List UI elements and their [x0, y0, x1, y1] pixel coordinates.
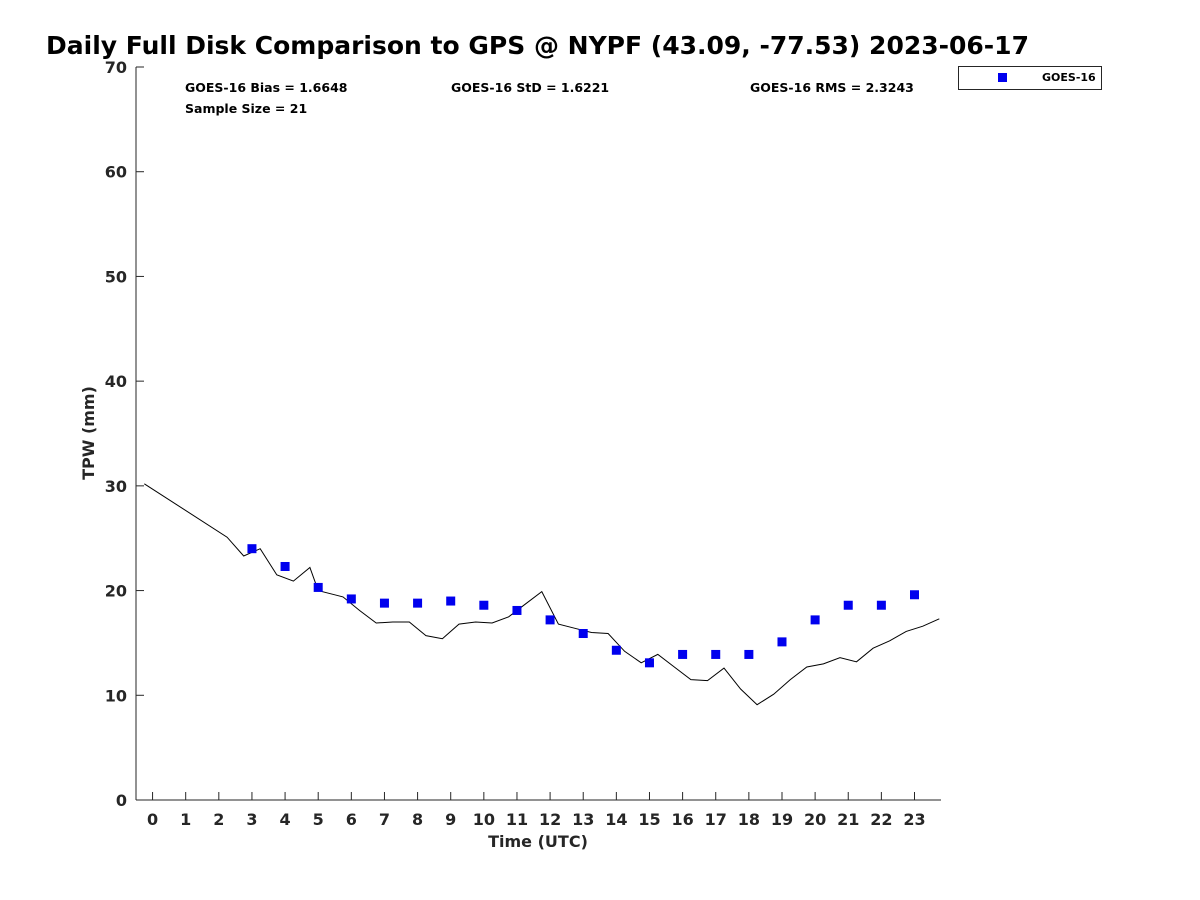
x-tick-label: 19 — [771, 810, 793, 829]
goes16-point — [777, 637, 787, 647]
x-tick-label: 12 — [539, 810, 561, 829]
bias-stat: GOES-16 Bias = 1.6648 — [185, 80, 347, 95]
goes16-point — [379, 598, 389, 608]
y-axis-label: TPW (mm) — [79, 386, 98, 480]
y-tick-label: 10 — [105, 686, 127, 705]
y-tick-label: 30 — [105, 477, 127, 496]
x-tick-label: 8 — [412, 810, 423, 829]
x-tick-label: 20 — [804, 810, 826, 829]
goes16-point — [744, 649, 754, 659]
x-tick-label: 18 — [738, 810, 760, 829]
rms-stat: GOES-16 RMS = 2.3243 — [750, 80, 914, 95]
legend-box — [958, 66, 1102, 90]
y-tick-label: 40 — [105, 372, 127, 391]
x-axis-label: Time (UTC) — [488, 832, 588, 851]
goes16-point — [346, 594, 356, 604]
legend-marker — [998, 73, 1007, 82]
goes16-point — [843, 600, 853, 610]
x-tick-label: 10 — [473, 810, 495, 829]
goes16-point — [711, 649, 721, 659]
y-tick-label: 50 — [105, 267, 127, 286]
goes16-point — [909, 590, 919, 600]
x-tick-label: 5 — [313, 810, 324, 829]
x-tick-label: 22 — [870, 810, 892, 829]
x-tick-label: 0 — [147, 810, 158, 829]
goes16-point — [876, 600, 886, 610]
y-tick-label: 20 — [105, 582, 127, 601]
x-tick-label: 13 — [572, 810, 594, 829]
goes16-point — [578, 629, 588, 639]
goes16-point — [545, 615, 555, 625]
x-tick-label: 4 — [280, 810, 291, 829]
goes16-point — [512, 605, 522, 615]
x-tick-label: 9 — [445, 810, 456, 829]
goes16-point — [810, 615, 820, 625]
goes16-point — [413, 598, 423, 608]
y-tick-label: 60 — [105, 163, 127, 182]
goes16-point — [247, 544, 257, 554]
chart-title: Daily Full Disk Comparison to GPS @ NYPF… — [46, 31, 1029, 60]
y-ticks: 0 10 20 30 40 50 60 70 — [105, 58, 144, 810]
x-tick-label: 7 — [379, 810, 390, 829]
x-tick-label: 1 — [180, 810, 191, 829]
series-points — [247, 544, 919, 668]
goes16-point — [280, 561, 290, 571]
std-stat: GOES-16 StD = 1.6221 — [451, 80, 609, 95]
plot-axes — [135, 67, 941, 801]
goes16-point — [611, 645, 621, 655]
x-tick-label: 11 — [506, 810, 528, 829]
x-tick-label: 2 — [213, 810, 224, 829]
legend-label-goes16: GOES-16 — [1042, 71, 1096, 84]
gps-line — [144, 483, 940, 706]
y-tick-label: 70 — [105, 58, 127, 77]
x-tick-label: 17 — [705, 810, 727, 829]
x-ticks: 0 1 2 3 4 5 6 7 8 9 10 11 12 13 14 15 16 17 18 19 20 21 22 23 — [147, 792, 926, 829]
series-line — [144, 483, 940, 706]
legend: GOES-16 — [958, 66, 1102, 90]
x-tick-label: 23 — [903, 810, 925, 829]
x-tick-label: 15 — [638, 810, 660, 829]
sample-size-stat: Sample Size = 21 — [185, 101, 307, 116]
y-tick-label: 0 — [116, 791, 127, 810]
x-tick-label: 3 — [246, 810, 257, 829]
x-tick-label: 6 — [346, 810, 357, 829]
goes16-point — [678, 649, 688, 659]
goes16-point — [446, 596, 456, 606]
goes16-point — [644, 658, 654, 668]
goes16-point — [313, 582, 323, 592]
x-tick-label: 16 — [671, 810, 693, 829]
x-tick-label: 14 — [605, 810, 627, 829]
x-tick-label: 21 — [837, 810, 859, 829]
goes16-point — [479, 600, 489, 610]
